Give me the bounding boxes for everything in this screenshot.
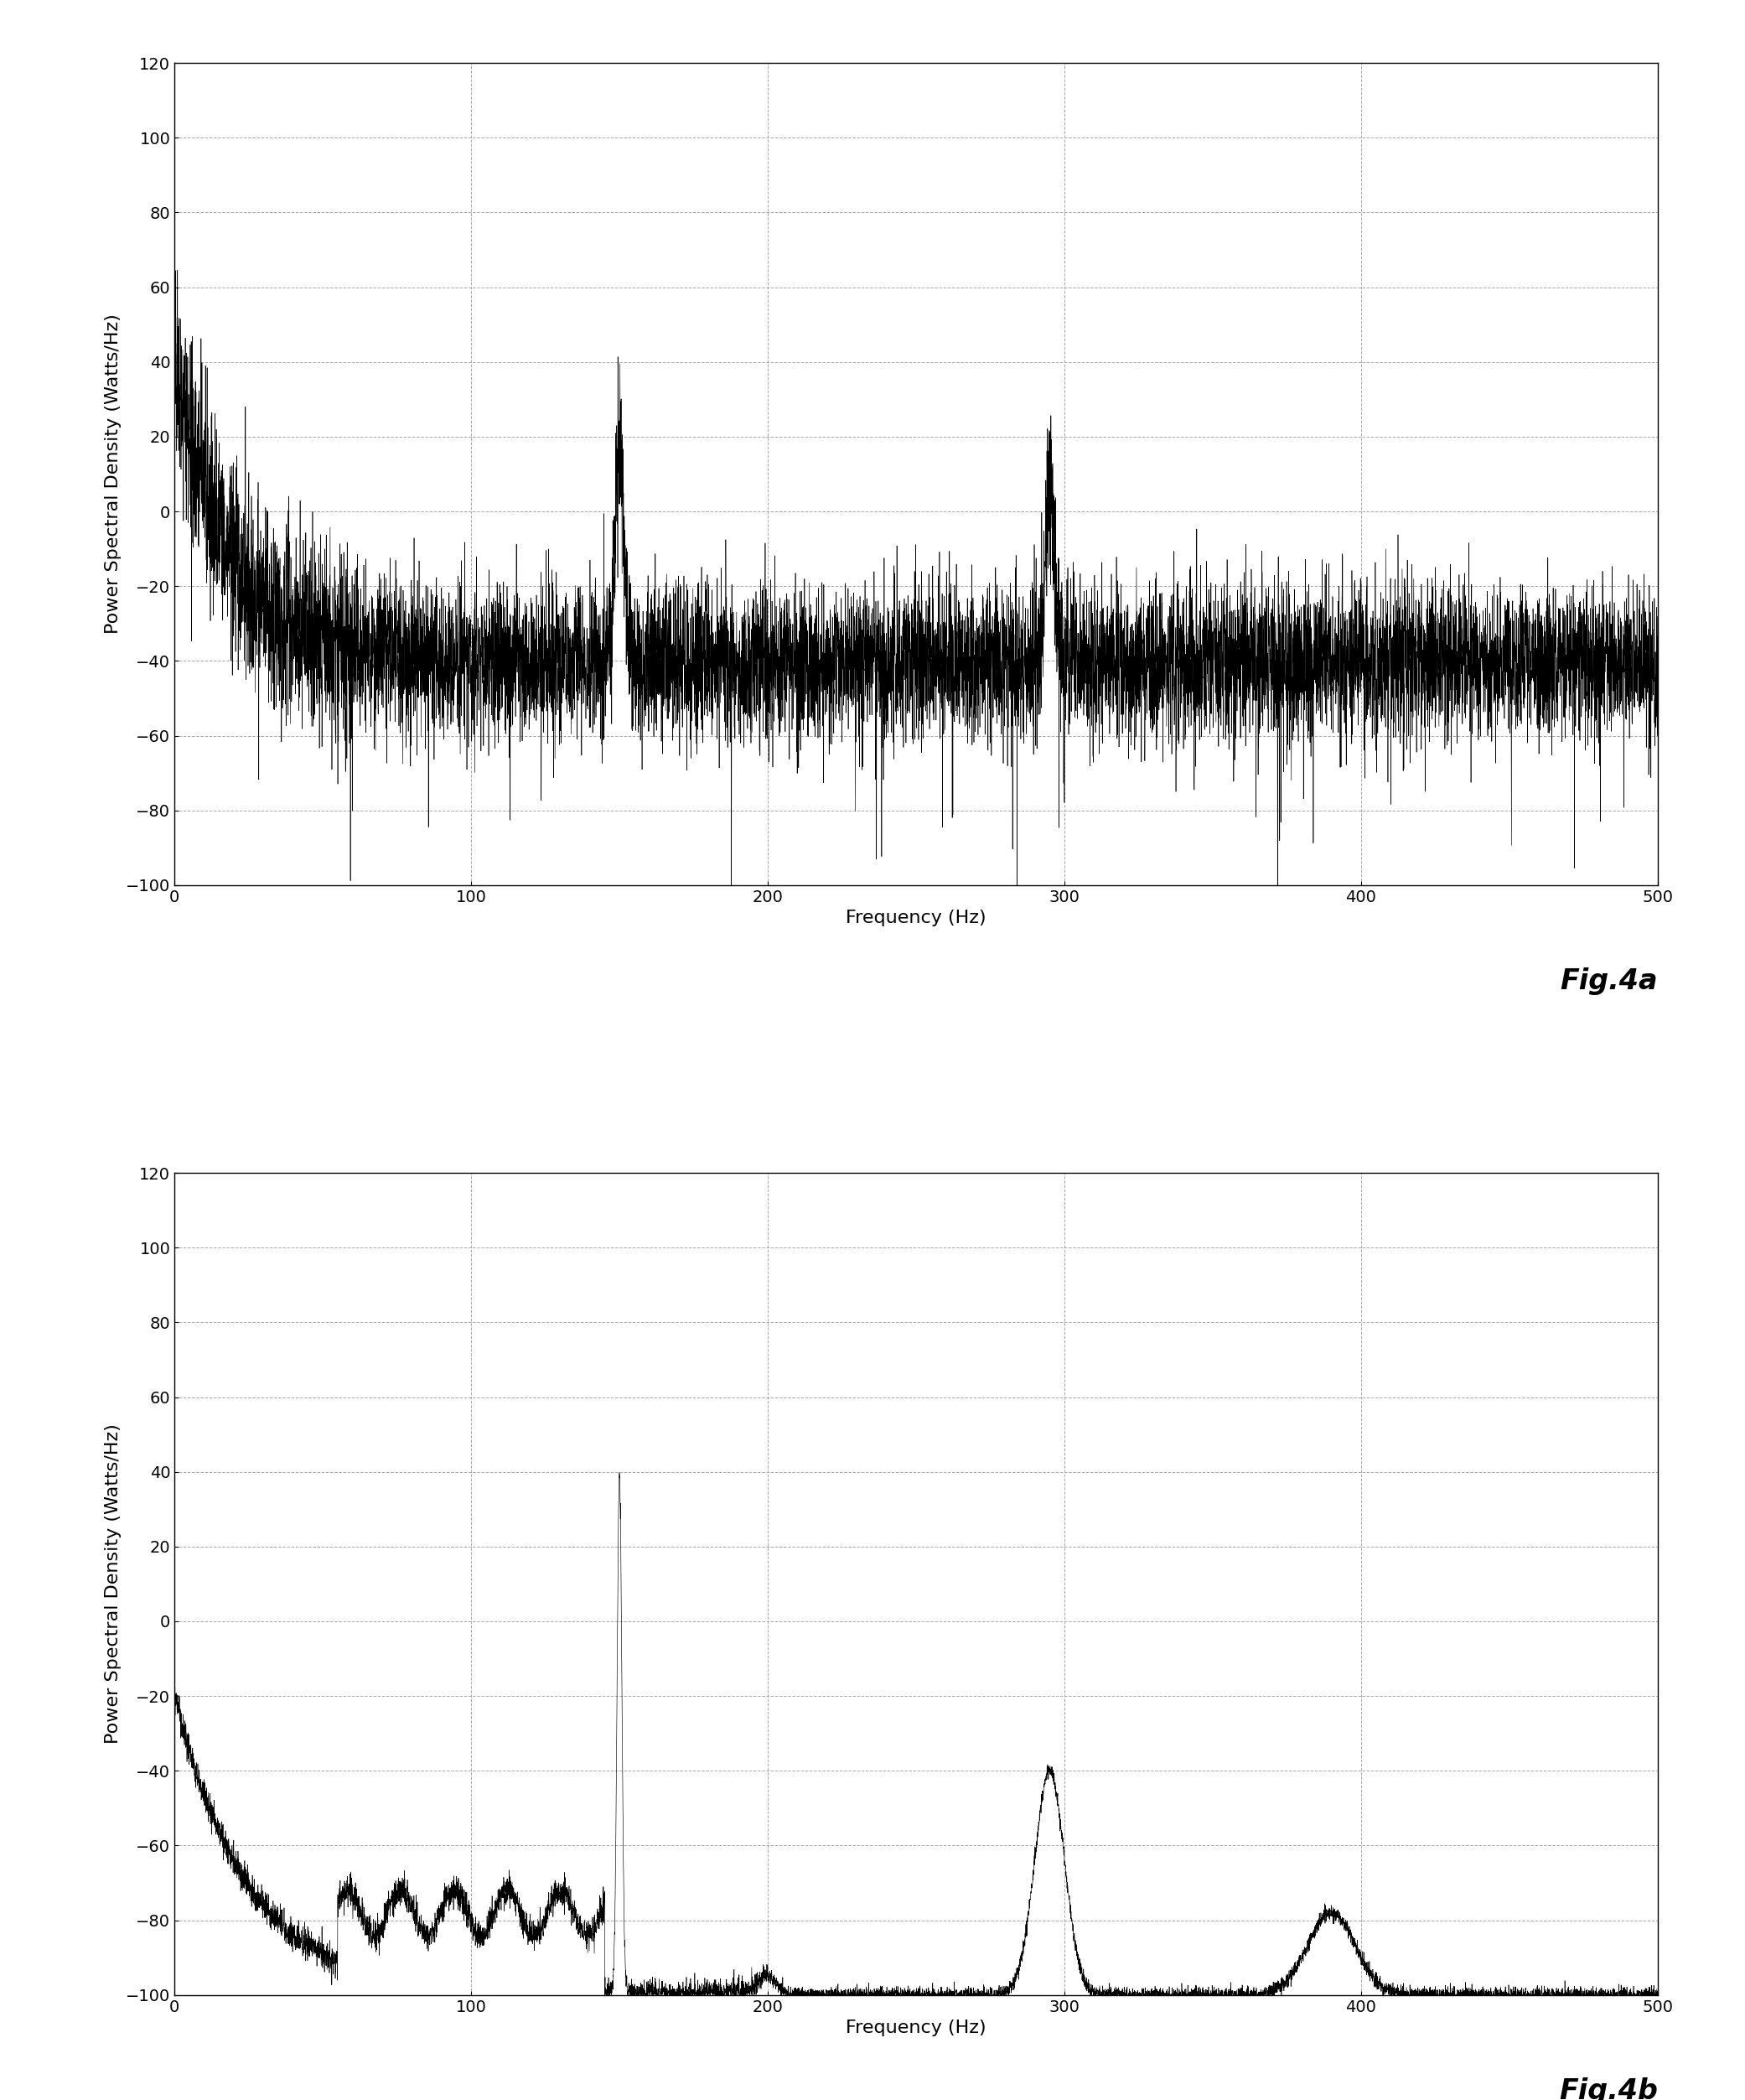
Text: Fig.4b: Fig.4b [1558, 2077, 1658, 2100]
X-axis label: Frequency (Hz): Frequency (Hz) [846, 909, 986, 926]
Y-axis label: Power Spectral Density (Watts/Hz): Power Spectral Density (Watts/Hz) [105, 1424, 120, 1743]
Y-axis label: Power Spectral Density (Watts/Hz): Power Spectral Density (Watts/Hz) [105, 315, 120, 634]
Text: Fig.4a: Fig.4a [1560, 968, 1658, 995]
X-axis label: Frequency (Hz): Frequency (Hz) [846, 2020, 986, 2037]
